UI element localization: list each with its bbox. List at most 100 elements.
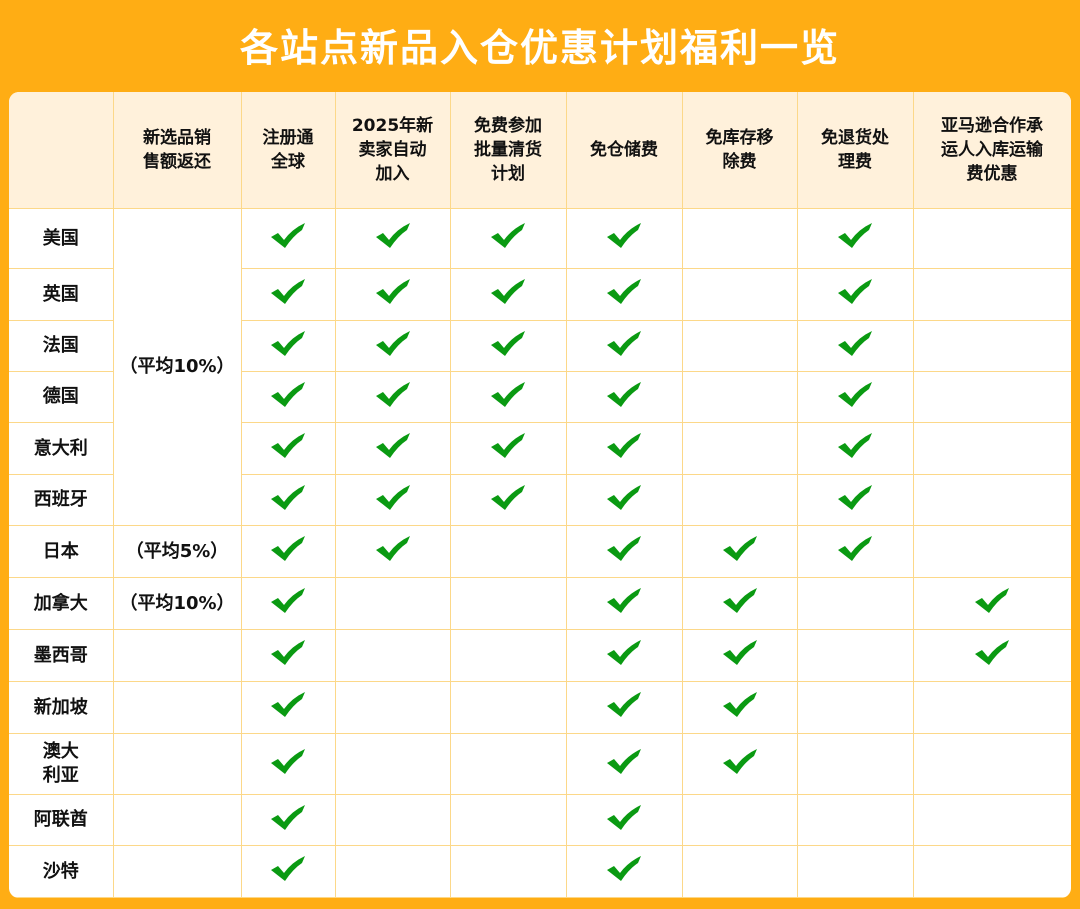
check-icon [271,692,305,717]
check-icon [838,484,872,510]
check-icon [271,804,305,830]
rebate-cell [112,845,242,898]
check-icon [838,433,872,458]
site-name: 英国 [42,283,79,305]
benefit-cell [240,733,336,795]
site-name: 日本 [42,540,79,562]
site-cell: 意大利 [9,422,114,475]
benefit-cell [449,629,567,682]
check-icon [375,536,410,561]
table-row: 墨西哥 [9,629,1071,682]
check-icon [271,330,305,356]
check-icon [607,804,641,830]
benefit-cell [912,422,1071,475]
site-name: 加拿大 [33,592,88,614]
table-row: 美国 （平均10%） [9,208,1071,526]
benefit-cell [449,208,567,269]
benefit-cell [681,681,798,734]
benefit-cell [796,794,914,846]
site-cell: 加拿大 [9,577,114,630]
check-icon [607,536,641,561]
benefit-cell [912,268,1071,321]
benefit-cell [565,422,683,475]
benefit-cell [681,794,798,846]
site-name: 法国 [42,335,79,356]
benefit-cell [334,422,451,475]
benefit-cell [449,525,567,578]
column-header: 免仓储费 [565,92,683,209]
site-name: 沙特 [42,860,79,882]
benefit-cell [334,794,451,846]
site-name: 阿联酋 [33,809,88,830]
benefit-cell [796,208,914,269]
site-cell: 美国 [9,208,114,269]
benefit-cell [796,268,914,321]
benefit-cell [796,577,914,630]
column-header: 注册通全球 [240,92,336,209]
benefit-cell [240,474,336,526]
column-header: 免库存移除费 [681,92,798,209]
benefit-cell [912,474,1071,526]
site-name: 新加坡 [33,696,88,718]
benefit-cell [565,320,683,372]
benefit-cell [240,208,336,269]
check-icon [607,484,641,510]
benefits-table-card: 新选品销售额返还 注册通全球 2025年新卖家自动加入 免费参加批量清货计划 免仓储费 免… [9,92,1071,898]
benefit-cell [796,733,914,795]
benefit-cell [449,733,567,795]
rebate-cell: （平均10%） [112,208,242,526]
column-header-label: 免仓储费 [590,140,658,160]
check-icon [491,330,525,356]
check-icon [375,330,410,356]
check-icon [838,223,872,248]
benefit-cell [681,268,798,321]
rebate-cell: （平均10%） [112,577,242,630]
benefit-cell [796,845,914,898]
check-icon [375,381,410,407]
check-icon [722,588,757,613]
benefit-cell [334,577,451,630]
benefit-cell [681,208,798,269]
benefit-cell [681,629,798,682]
site-cell: 阿联酋 [9,794,114,846]
column-header-label: 注册通全球 [262,128,314,172]
benefit-cell [240,320,336,372]
check-icon [975,640,1009,665]
check-icon [607,433,641,458]
benefit-cell [449,474,567,526]
benefit-cell [565,733,683,795]
benefits-table: 新选品销售额返还 注册通全球 2025年新卖家自动加入 免费参加批量清货计划 免仓储费 免… [9,92,1071,898]
check-icon [975,588,1009,613]
site-cell: 法国 [9,320,114,372]
header-row: 新选品销售额返还 注册通全球 2025年新卖家自动加入 免费参加批量清货计划 免仓储费 免… [9,92,1071,209]
benefit-cell [334,845,451,898]
check-icon [607,692,641,717]
check-icon [838,536,872,561]
benefit-cell [449,320,567,372]
benefit-cell [334,208,451,269]
benefit-cell [565,629,683,682]
benefit-cell [240,577,336,630]
table-row: 加拿大 （平均10%） [9,577,1071,630]
benefit-cell [240,681,336,734]
benefit-cell [240,794,336,846]
check-icon [491,381,525,407]
benefit-cell [796,474,914,526]
check-icon [271,381,305,407]
column-header-label: 新选品销售额返还 [143,128,211,172]
benefit-cell [449,371,567,423]
column-header: 免费参加批量清货计划 [449,92,567,209]
table-row: 西班牙 [9,474,1071,526]
benefit-cell [912,681,1071,734]
benefit-cell [334,371,451,423]
benefit-cell [334,629,451,682]
benefit-cell [449,577,567,630]
check-icon [607,640,641,665]
page-title: 各站点新品入仓优惠计划福利一览 [239,25,840,70]
check-icon [375,279,410,304]
site-cell: 墨西哥 [9,629,114,682]
site-cell: 新加坡 [9,681,114,734]
benefit-cell [912,208,1071,269]
benefit-cell [240,422,336,475]
benefit-cell [565,371,683,423]
